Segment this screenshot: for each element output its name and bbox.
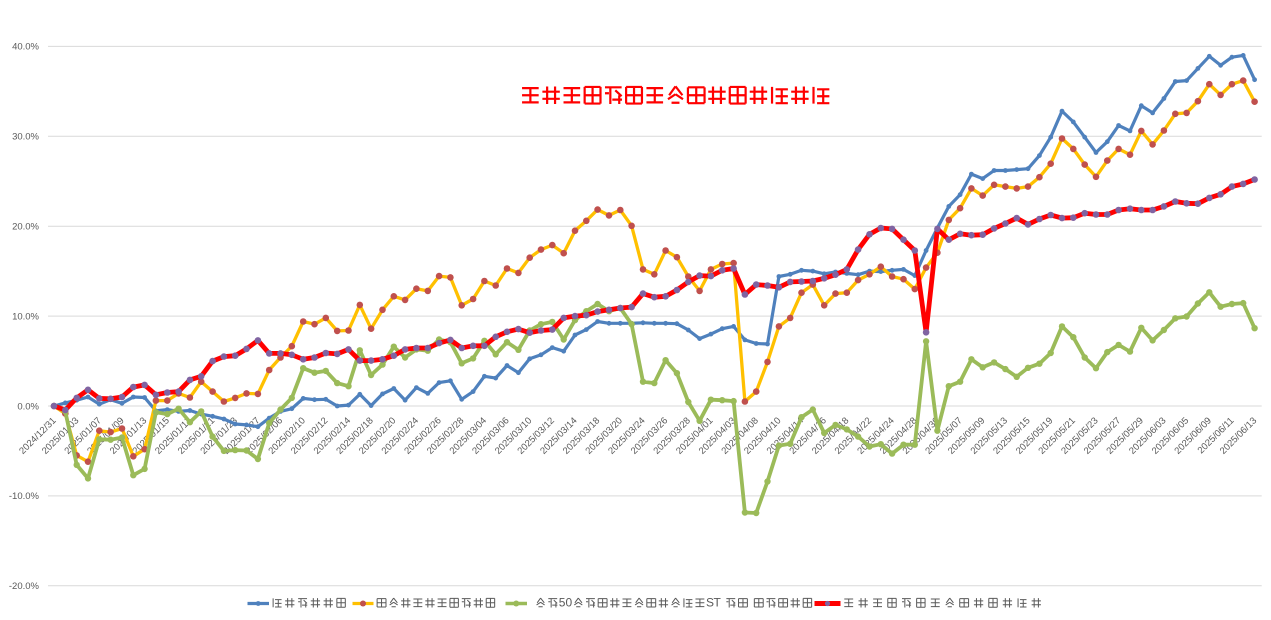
svg-text:40.0%: 40.0%: [12, 42, 39, 53]
svg-text:10.0%: 10.0%: [12, 311, 39, 322]
svg-text:-20.0%: -20.0%: [9, 581, 40, 592]
svg-text:T: T: [714, 596, 722, 610]
svg-text:0.0%: 0.0%: [17, 401, 39, 412]
svg-text:5: 5: [559, 596, 566, 610]
svg-text:-10.0%: -10.0%: [9, 491, 40, 502]
svg-text:S: S: [706, 596, 714, 610]
svg-text:20.0%: 20.0%: [12, 222, 39, 233]
svg-text:0: 0: [566, 596, 573, 610]
svg-text:30.0%: 30.0%: [12, 132, 39, 143]
